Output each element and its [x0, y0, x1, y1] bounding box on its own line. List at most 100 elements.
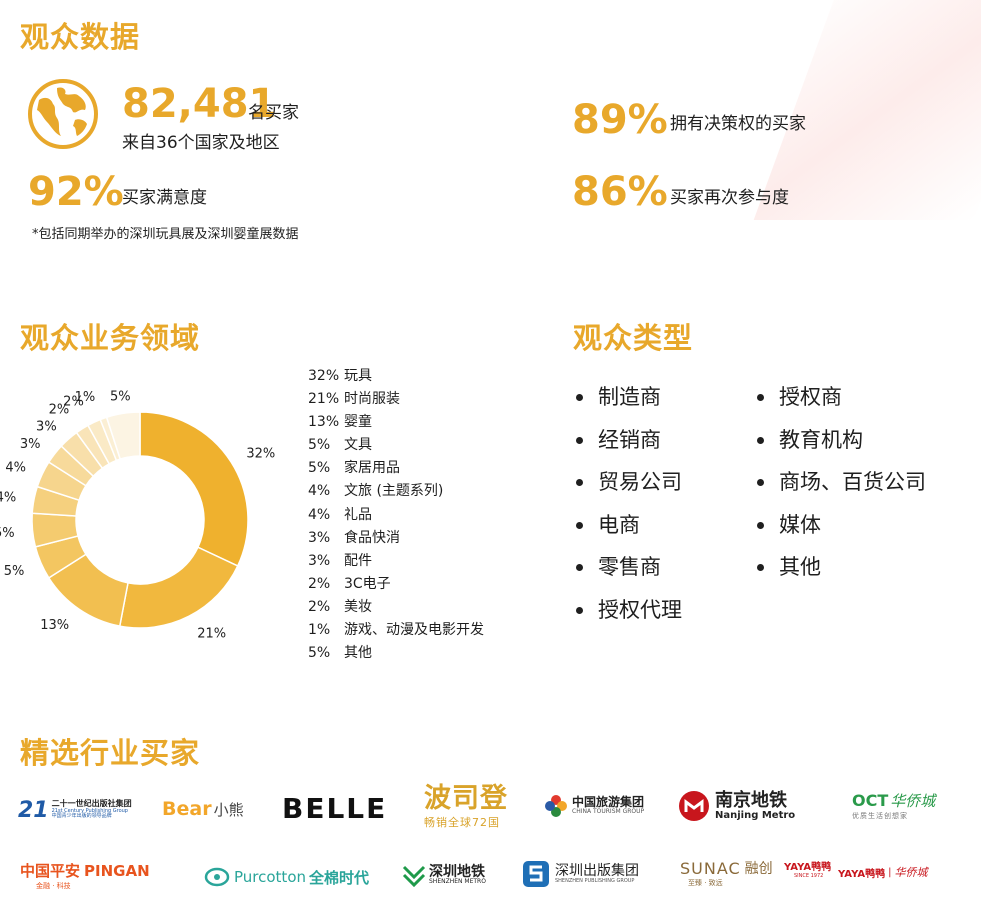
legend-item: 2% 3C电子: [308, 574, 484, 597]
audience-type-item: 授权代理: [574, 595, 682, 638]
legend-label: 3C电子: [344, 575, 391, 592]
shenzhen-publishing-icon: [523, 861, 549, 887]
legend-percent: 2%: [308, 598, 331, 615]
logo-pingan: 中国平安 PINGAN 金融 · 科技: [20, 860, 150, 891]
logo-bear: Bear 小熊: [162, 796, 244, 822]
logo-text: 至臻 · 致远: [688, 879, 723, 887]
logo-text: 小熊: [213, 800, 244, 819]
legend-item: 32% 玩具: [308, 366, 484, 389]
logo-text: SHENZHEN PUBLISHING GROUP: [555, 877, 635, 884]
logo-text: 全棉时代: [309, 868, 370, 887]
legend-item: 21% 时尚服装: [308, 389, 484, 412]
donut-data-label: 5%: [0, 526, 15, 541]
legend-label: 时尚服装: [344, 391, 400, 408]
legend-percent: 3%: [308, 529, 331, 546]
audience-type-item: 教育机构: [755, 425, 926, 468]
audience-type-item: 制造商: [574, 382, 682, 425]
logo-text: 21st Century Publishing Group: [51, 807, 128, 814]
audience-data-title: 观众数据: [20, 20, 141, 54]
buyers-count: 82,481: [122, 81, 277, 127]
satisfaction-percent: 92%: [28, 169, 124, 215]
legend-percent: 5%: [308, 645, 331, 662]
audience-type-item: 零售商: [574, 552, 682, 595]
logo-text: YAYA鸭鸭: [784, 862, 832, 873]
legend-label: 玩具: [344, 368, 372, 384]
logo-text: 中国青少年出版的领导品牌: [51, 813, 112, 820]
legend-item: 3% 食品快消: [308, 528, 484, 551]
legend-label: 食品快消: [344, 529, 400, 546]
audience-type-item: 贸易公司: [574, 467, 682, 510]
audience-type-item: 电商: [574, 510, 682, 553]
logo-text: SHENZHEN METRO: [429, 878, 486, 886]
donut-slice: [105, 411, 141, 461]
donut-data-label: 2%: [63, 395, 84, 410]
logo-text: 二十一世纪出版社集团: [51, 799, 132, 809]
donut-data-label: 5%: [4, 564, 25, 579]
buyers-section-title: 精选行业买家: [20, 736, 201, 770]
shenzhen-metro-icon: [402, 865, 426, 887]
audience-type-item: 商场、百货公司: [755, 467, 926, 510]
logo-shenzhen-metro: 深圳地铁 SHENZHEN METRO: [402, 860, 486, 890]
legend-percent: 5%: [308, 437, 331, 454]
logo-text: SINCE 1972: [794, 873, 824, 879]
legend-label: 其他: [344, 645, 372, 662]
legend-label: 游戏、动漫及电影开发: [344, 622, 484, 639]
logo-text: SUNAC: [680, 858, 741, 878]
donut-slice: [139, 411, 249, 567]
audience-type-item: 经销商: [574, 425, 682, 468]
donut-data-label: 3%: [36, 419, 57, 434]
legend-item: 4% 文旅 (主题系列): [308, 481, 484, 504]
legend-item: 5% 文具: [308, 435, 484, 458]
logo-text: Purcotton: [234, 868, 306, 886]
business-title: 观众业务领域: [20, 321, 201, 355]
legend-item: 5% 家居用品: [308, 458, 484, 481]
legend-label: 配件: [344, 552, 372, 569]
logo-text: PINGAN: [84, 861, 150, 880]
buyers-origin: 来自36个国家及地区: [122, 133, 280, 153]
legend-label: 婴童: [344, 414, 372, 431]
donut-data-label: 5%: [110, 390, 131, 405]
nanjing-metro-icon: [679, 791, 709, 821]
logo-shenzhen-publishing: 深圳出版集团 SHENZHEN PUBLISHING GROUP: [522, 858, 639, 890]
logo-text: 中国平安: [20, 862, 81, 880]
logo-text: 深圳地铁: [429, 863, 485, 880]
legend-percent: 5%: [308, 460, 331, 477]
legend-label: 文旅 (主题系列): [344, 483, 444, 500]
legend-item: 5% 其他: [308, 643, 484, 666]
legend-label: 美妆: [344, 598, 372, 615]
logo-bosideng: 波司登 畅销全球72国: [424, 784, 508, 830]
logo-oct: OCT 华侨城 优质生活创想家: [852, 790, 935, 821]
return-label: 买家再次参与度: [670, 188, 789, 208]
logo-divider: |: [888, 866, 892, 878]
legend-label: 礼品: [344, 506, 372, 523]
legend-percent: 13%: [308, 414, 340, 431]
business-donut-chart: 32%21%13%5%5%4%4%3%3%2%2%1%5%: [0, 390, 275, 642]
buyers-unit: 名买家: [248, 103, 299, 123]
legend-percent: 2%: [308, 575, 331, 592]
legend-label: 文具: [344, 437, 372, 454]
legend-percent: 3%: [308, 552, 331, 569]
audience-types-col2: 授权商 教育机构 商场、百货公司 媒体 其他: [755, 382, 926, 595]
legend-item: 1% 游戏、动漫及电影开发: [308, 620, 484, 643]
audience-types-title: 观众类型: [573, 321, 694, 355]
logo-text: 华侨城: [894, 866, 928, 879]
logo-text: 华侨城: [890, 792, 936, 810]
footnote: *包括同期举办的深圳玩具展及深圳婴童展数据: [32, 227, 299, 242]
audience-type-item: 授权商: [755, 382, 926, 425]
logo-nanjing-metro: 南京地铁 Nanjing Metro: [678, 788, 795, 824]
satisfaction-label: 买家满意度: [122, 188, 207, 208]
logo-text: 波司登: [424, 783, 508, 814]
logo-china-tourism: 中国旅游集团 CHINA TOURISM GROUP: [544, 792, 644, 820]
logo-yaya: YAYA鸭鸭 SINCE 1972: [784, 858, 831, 879]
legend-percent: 21%: [308, 391, 340, 408]
legend-percent: 1%: [308, 622, 331, 639]
logo-text: 融创: [744, 861, 773, 877]
logo-purcotton: Purcotton 全棉时代: [204, 864, 369, 890]
audience-type-item: 其他: [755, 552, 926, 595]
legend-item: 4% 礼品: [308, 505, 484, 528]
audience-types-col1: 制造商 经销商 贸易公司 电商 零售商 授权代理: [574, 382, 682, 638]
logo-text: BELLE: [282, 791, 388, 825]
logo-belle: BELLE: [282, 791, 388, 825]
logo-sunac: SUNAC 融创 至臻 · 致远: [680, 858, 773, 888]
donut-data-label: 32%: [246, 446, 275, 461]
